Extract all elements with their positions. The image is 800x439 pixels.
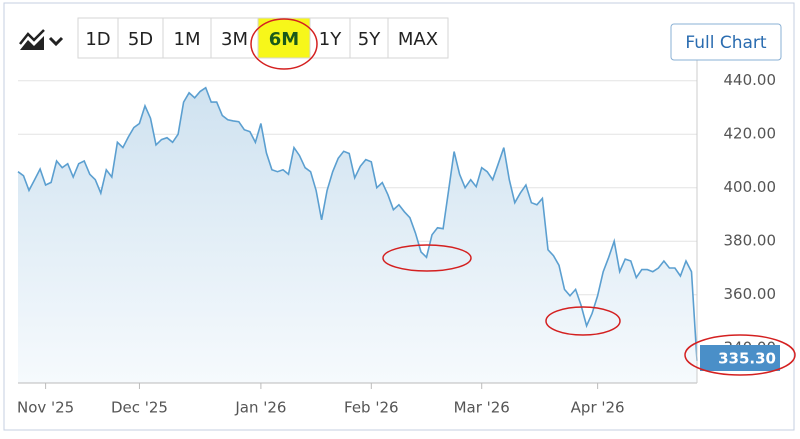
range-label: 5D <box>128 29 153 50</box>
range-label: 3M <box>221 29 248 50</box>
toolbar: 1D 5D 1M 3M 6M 1Y 5Y MAX <box>19 17 449 59</box>
x-tick-label: Feb '26 <box>344 399 399 417</box>
plot: 340.00360.00380.00400.00420.00440.00Nov … <box>17 50 780 417</box>
highlight-circle <box>684 334 796 376</box>
x-tick-label: Dec '25 <box>111 399 168 417</box>
range-button[interactable] <box>349 17 389 59</box>
range-label: 1M <box>174 29 201 50</box>
highlight-circle <box>250 18 318 70</box>
y-tick-label: 420.00 <box>724 125 777 143</box>
full-chart-button[interactable] <box>670 23 782 61</box>
highlight-circle <box>382 244 472 272</box>
x-tick-label: Nov '25 <box>17 399 74 417</box>
y-tick-label: 360.00 <box>724 285 777 303</box>
last-price-box <box>700 345 780 371</box>
range-button[interactable] <box>117 17 164 59</box>
range-label: 5Y <box>358 29 381 50</box>
range-label: MAX <box>398 29 438 50</box>
highlight-circle <box>545 306 621 336</box>
annotations <box>250 18 796 376</box>
y-tick-label: 440.00 <box>724 71 777 89</box>
chart-type-icon[interactable] <box>19 29 64 50</box>
range-label: 1D <box>85 29 110 50</box>
y-tick-label: 400.00 <box>724 178 777 196</box>
x-tick-label: Mar '26 <box>454 399 510 417</box>
range-button[interactable] <box>77 17 119 59</box>
last-price-label: 335.30 <box>718 350 776 368</box>
range-label: 6M <box>269 29 299 50</box>
x-tick-label: Apr '26 <box>571 399 625 417</box>
price-line <box>17 86 698 361</box>
range-label: 1Y <box>319 29 342 50</box>
range-button[interactable] <box>387 17 449 59</box>
y-tick-label: 380.00 <box>724 232 777 250</box>
area-fill <box>18 87 697 383</box>
full-chart-label: Full Chart <box>685 33 767 53</box>
x-tick-label: Jan '26 <box>234 399 286 417</box>
range-button[interactable] <box>210 17 259 59</box>
